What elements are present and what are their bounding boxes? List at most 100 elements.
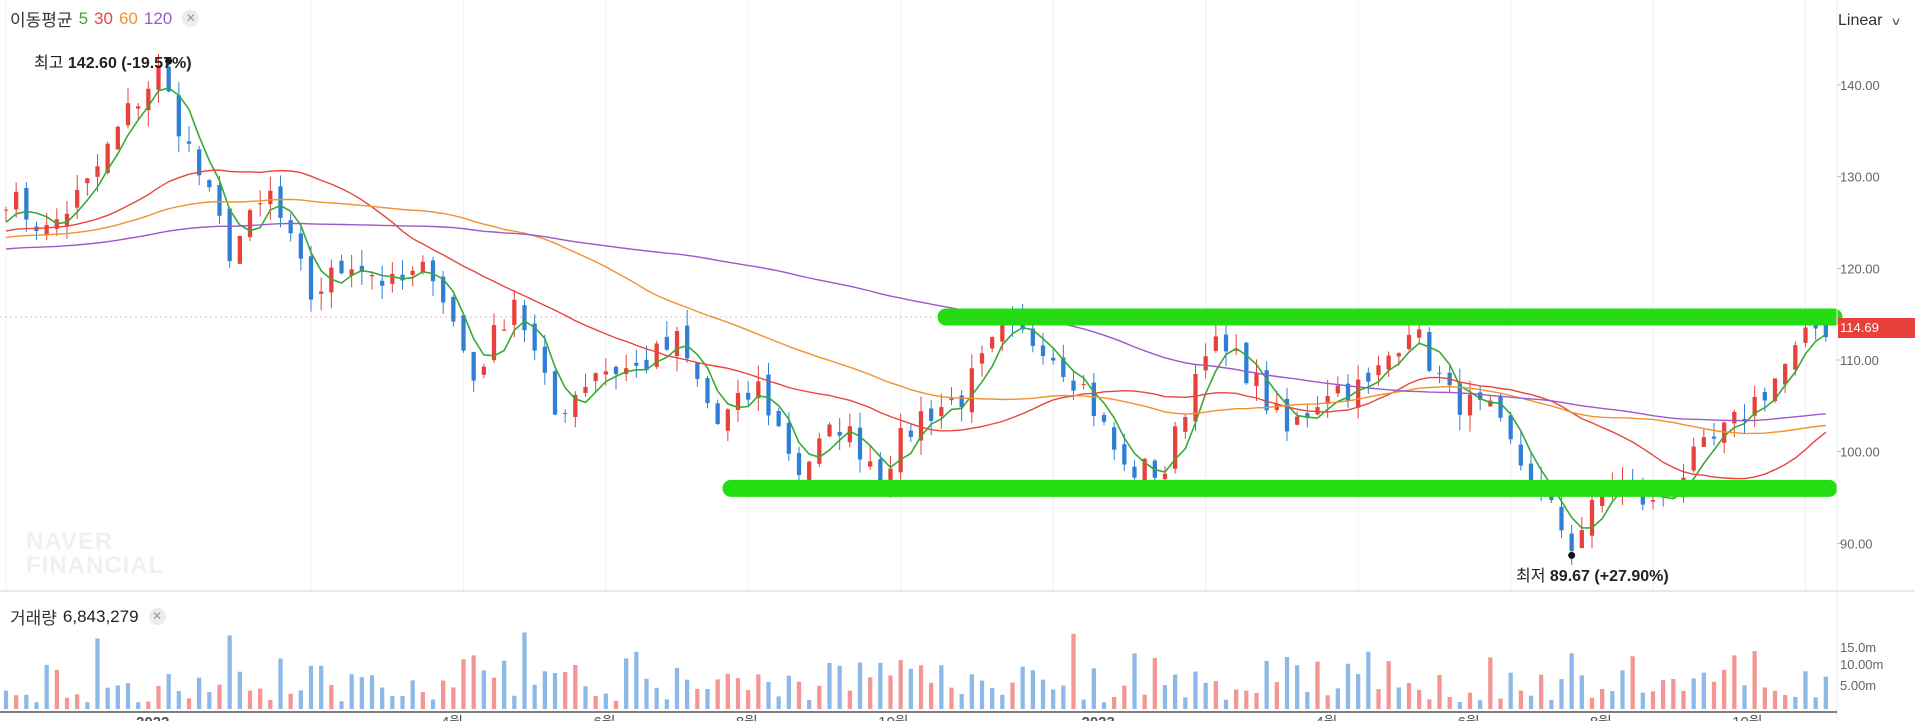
candle-body-43 [441, 276, 446, 303]
candle-body-176 [1793, 345, 1798, 370]
candle-body-4 [44, 224, 49, 236]
candle-body-14 [146, 88, 151, 111]
ma-legend-close-icon[interactable]: ✕ [182, 10, 200, 27]
trendlines [0, 308, 1843, 497]
volume-bar-164 [1671, 678, 1676, 709]
candle-body-91 [929, 408, 934, 421]
ma-60-label[interactable]: 60 [118, 8, 138, 28]
volume-bar-151 [1539, 674, 1544, 709]
ma-30-label[interactable]: 30 [94, 8, 113, 28]
candle-body-128 [1305, 413, 1310, 418]
volume-bar-7 [75, 694, 80, 709]
volume-bar-133 [1356, 674, 1361, 709]
candle-body-86 [878, 459, 883, 481]
candle-body-102 [1040, 345, 1046, 357]
volume-bar-39 [400, 696, 405, 709]
candle-body-54 [552, 371, 558, 415]
volume-bar-55 [563, 671, 568, 709]
volume-bar-90 [918, 665, 924, 709]
candle-body-74 [756, 381, 761, 399]
candle-body-157 [1600, 493, 1605, 506]
volume-bar-52 [532, 684, 537, 709]
x-axis-label-0: 2022 [136, 714, 169, 721]
volume-bar-79 [807, 699, 812, 709]
volume-bar-132 [1345, 663, 1351, 709]
volume-bar-155 [1579, 675, 1584, 709]
candle-body-35 [359, 265, 364, 272]
volume-bar-168 [1711, 681, 1717, 709]
candle-body-85 [868, 461, 873, 467]
volume-bar-104 [1061, 685, 1066, 709]
volume-bar-71 [725, 673, 730, 709]
candle-body-78 [796, 453, 802, 475]
volume-bar-99 [1010, 682, 1015, 709]
volume-bar-131 [1335, 688, 1340, 709]
volume-bar-175 [1783, 695, 1788, 709]
candle-body-134 [1366, 372, 1371, 382]
volume-bar-42 [430, 699, 436, 709]
volume-bar-24 [247, 690, 253, 709]
volume-bar-50 [512, 695, 517, 709]
volume-legend: 거래량 6,843,279 ✕ [10, 604, 166, 629]
candle-body-27 [278, 186, 283, 218]
volume-bar-145 [1478, 700, 1483, 709]
x-axis-label-6: 4월 [1315, 714, 1337, 721]
volume-bar-62 [634, 651, 639, 709]
volume-bar-174 [1772, 690, 1778, 709]
volume-tick-label-1: 10.00m [1840, 657, 1883, 672]
candle-body-177 [1803, 327, 1808, 343]
volume-bar-135 [1376, 689, 1381, 709]
ma-5-label[interactable]: 5 [78, 8, 89, 28]
volume-bar-159 [1620, 670, 1625, 709]
candle-body-137 [1396, 353, 1401, 357]
volume-bar-170 [1732, 655, 1737, 709]
volume-bar-5 [54, 669, 59, 709]
volume-bar-176 [1793, 696, 1798, 709]
volume-bar-61 [624, 658, 629, 709]
volume-bar-41 [420, 692, 425, 709]
candle-body-174 [1772, 378, 1778, 401]
candle-body-58 [593, 373, 598, 382]
volume-legend-close-icon[interactable]: ✕ [148, 608, 166, 625]
candle-body-68 [695, 362, 700, 379]
volume-bar-91 [929, 682, 934, 709]
volume-bar-34 [349, 674, 354, 709]
candle-body-122 [1244, 342, 1249, 384]
x-axis-label-4: 10월 [878, 714, 909, 721]
volume-bar-14 [146, 701, 151, 709]
volume-bar-59 [603, 693, 608, 709]
candle-body-121 [1234, 349, 1239, 351]
candle-body-117 [1193, 374, 1198, 422]
volume-bar-96 [979, 680, 985, 709]
candle-body-65 [664, 336, 669, 350]
candle-body-92 [939, 407, 944, 417]
low-change: (+27.90%) [1594, 568, 1669, 585]
candle-body-147 [1498, 395, 1503, 418]
volume-bar-129 [1315, 661, 1320, 709]
candle-body-135 [1376, 365, 1381, 376]
candle-body-118 [1203, 356, 1208, 371]
volume-bar-32 [329, 684, 334, 709]
candle-body-64 [654, 343, 659, 367]
scale-dropdown[interactable]: Linear ∨ [1838, 12, 1902, 30]
volume-bar-136 [1386, 661, 1391, 709]
candle-body-2 [24, 188, 29, 220]
candle-body-139 [1417, 329, 1422, 338]
volume-bar-125 [1274, 682, 1279, 709]
volume-bar-163 [1661, 680, 1666, 709]
volume-bar-123 [1254, 692, 1259, 709]
volume-bar-165 [1681, 690, 1686, 709]
ma-120-label[interactable]: 120 [143, 8, 173, 28]
volume-bar-60 [613, 700, 619, 709]
candle-body-33 [339, 260, 344, 274]
volume-bar-43 [441, 680, 446, 709]
candle-body-59 [603, 371, 608, 375]
candle-body-40 [410, 270, 415, 275]
x-axis-label-5: 2023 [1082, 714, 1115, 721]
candle-body-30 [308, 256, 314, 300]
volume-bar-147 [1498, 698, 1503, 709]
candle-body-41 [420, 261, 425, 272]
high-label: 최고 [34, 55, 64, 72]
